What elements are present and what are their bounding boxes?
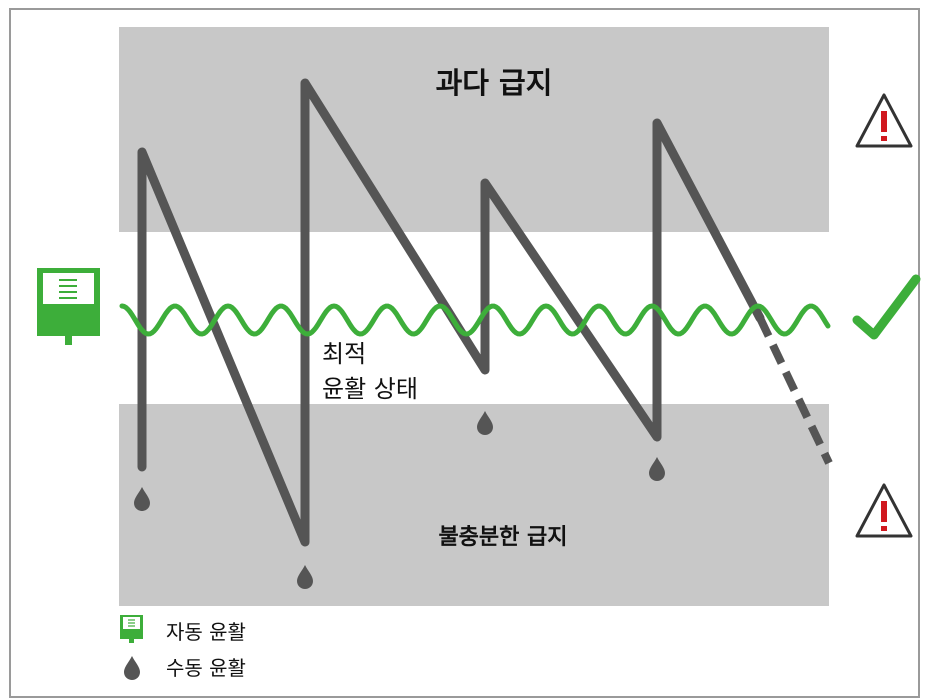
under-lubrication-band: [119, 404, 829, 606]
legend-manual-icon: [124, 656, 140, 680]
legend-manual-label: 수동 윤활: [166, 656, 246, 680]
optimal-label-line2: 윤활 상태: [322, 375, 418, 403]
drop-icon: [649, 457, 665, 481]
under-lubrication-label: 불충분한 급지: [438, 525, 567, 550]
over-lubrication-band: [119, 27, 829, 232]
lubricator-icon: [37, 268, 100, 345]
drop-icon: [297, 565, 313, 589]
warning-icon: [855, 93, 913, 148]
over-lubrication-label: 과다 급지: [436, 66, 553, 100]
legend-auto-label: 자동 윤활: [166, 620, 246, 644]
drop-icon: [477, 411, 493, 435]
optimal-label-line1: 최적: [322, 340, 366, 368]
warning-icon: [855, 483, 913, 538]
auto-lubrication-line: [119, 303, 831, 337]
drop-icon: [134, 487, 150, 511]
manual-lubrication-line: [137, 78, 765, 547]
legend-auto-icon: [120, 615, 143, 643]
check-icon: [852, 274, 921, 340]
manual-lubrication-line-projection: [756, 316, 833, 465]
